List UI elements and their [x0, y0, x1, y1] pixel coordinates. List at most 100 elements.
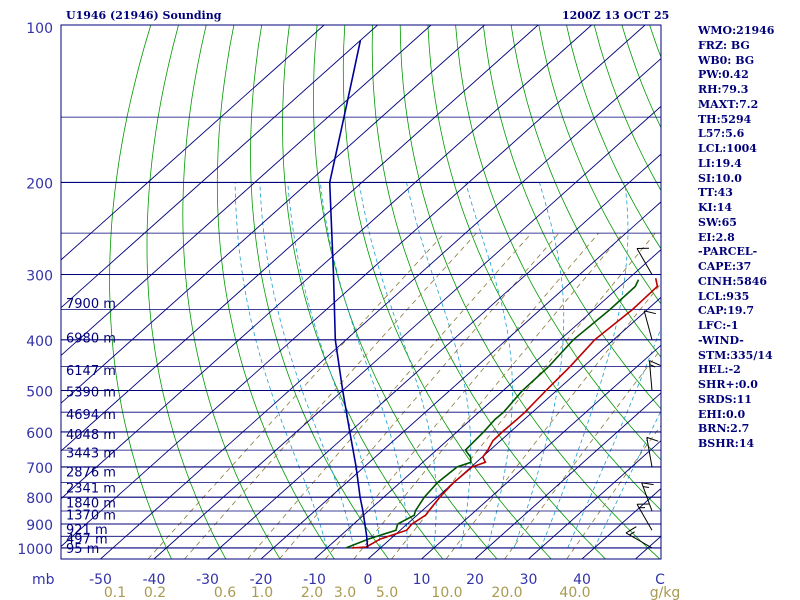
temperature-label: 40	[573, 572, 591, 588]
height-label: 5390 m	[66, 385, 116, 400]
index-item: -PARCEL-	[698, 245, 758, 259]
isotherm	[61, 25, 432, 357]
mixing-ratio-label: 2.0	[301, 585, 323, 600]
index-item: LCL:1004	[698, 142, 757, 155]
dry-adiabat	[510, 25, 661, 358]
wind-barb	[636, 503, 653, 531]
temperature-label: -20	[250, 572, 273, 588]
wind-barb-flag	[644, 310, 657, 315]
mixing-ratio-line	[325, 232, 600, 559]
wind-barb	[646, 436, 659, 467]
wind-barb-staff	[625, 532, 653, 549]
height-label: 497 m	[66, 533, 108, 548]
moist-adiabat	[287, 182, 381, 548]
isotherm	[61, 25, 325, 261]
index-item: SHR+:0.0	[698, 378, 758, 391]
wind-barb-staff	[636, 248, 653, 275]
pressure-label-800: 800	[26, 491, 53, 507]
pressure-label-100: 100	[26, 21, 53, 37]
index-item: LCL:935	[698, 289, 750, 303]
plot-frame	[60, 24, 662, 560]
temperature-label: 0	[364, 572, 373, 588]
dry-adiabat	[566, 25, 661, 250]
wind-barb-flag	[649, 364, 656, 368]
series-dewpoint	[345, 279, 640, 549]
wind-barb	[636, 247, 653, 275]
pressure-unit-label: mb	[32, 572, 55, 588]
wind-barb-flag	[646, 436, 659, 442]
isotherm	[474, 392, 661, 559]
temperature-label: -10	[303, 572, 326, 588]
wind-barb-staff	[643, 310, 653, 340]
height-label: 6147 m	[66, 364, 116, 379]
index-item: CAPE:37	[698, 260, 752, 273]
dry-adiabat	[182, 25, 281, 559]
isotherm	[100, 57, 661, 559]
mixing-ratio-label: 20.0	[491, 585, 522, 600]
temperature-label: C	[655, 572, 665, 588]
stability-indices-list: WMO:21946 FRZ: BG WB0: BG PW:0.42 RH:79.3 MAX…	[698, 24, 774, 452]
pressure-label-200: 200	[26, 176, 53, 192]
series-temperature	[352, 278, 659, 549]
temperature-label: -50	[89, 572, 112, 588]
mixing-ratio-line	[566, 424, 661, 559]
dry-adiabat	[371, 25, 606, 559]
wind-barb-staff	[648, 360, 653, 391]
isotherm	[314, 249, 661, 559]
mixing-ratio-label: g/kg	[650, 585, 681, 600]
grid-lines	[61, 25, 661, 559]
index-item: WMO:21946	[698, 24, 775, 37]
index-item: LFC:-1	[698, 319, 739, 332]
chart-datetime: 1200Z 13 OCT 25	[562, 9, 670, 22]
sounding-series	[328, 40, 659, 549]
isotherm	[61, 25, 539, 452]
height-label: 3443 m	[66, 447, 116, 462]
index-item: KI:14	[698, 201, 733, 214]
isotherm	[61, 25, 485, 404]
index-item: EHI:0.0	[698, 407, 746, 421]
temperature-label: 10	[413, 572, 431, 588]
wind-barb-flag	[625, 526, 637, 534]
mixing-ratio-label: 0.6	[214, 585, 236, 600]
moist-adiabat	[513, 182, 565, 549]
moist-adiabat	[406, 182, 472, 548]
wind-barb	[648, 360, 661, 391]
dry-adiabat	[482, 25, 661, 410]
pressure-label-600: 600	[26, 426, 53, 442]
wind-barb-staff	[636, 503, 653, 531]
mixing-ratio-label: 5.0	[376, 585, 398, 600]
isotherm	[260, 201, 661, 559]
wind-barb-staff	[641, 482, 653, 512]
index-item: BSHR:14	[698, 437, 755, 450]
wind-barb	[643, 310, 657, 340]
mixing-ratio-line	[279, 232, 560, 559]
height-label: 7900 m	[66, 297, 116, 312]
isotherm	[528, 440, 661, 559]
isotherm	[61, 25, 378, 309]
height-label: 921 m	[66, 523, 108, 538]
index-item: FRZ: BG	[698, 38, 750, 52]
temperature-label: 30	[520, 572, 538, 588]
wind-barb-flag	[649, 360, 661, 366]
wind-barb-flag	[629, 531, 635, 536]
height-label: 1370 m	[66, 509, 116, 524]
height-label: 95 m	[66, 542, 99, 557]
temperature-label: -40	[143, 572, 166, 588]
mixing-ratio-label: 10.0	[431, 585, 462, 600]
index-item: STM:335/14	[698, 348, 773, 362]
height-label: 6980 m	[66, 332, 116, 347]
mixing-ratio-line	[247, 232, 532, 559]
index-item: CAP:19.7	[698, 304, 755, 318]
mixing-ratio-line	[353, 232, 624, 559]
index-item: -WIND-	[698, 333, 744, 347]
height-label: 2341 m	[66, 481, 116, 496]
isotherm	[153, 105, 661, 559]
index-item: CINH:5846	[698, 274, 768, 288]
index-item: TH:5294	[698, 112, 752, 126]
pressure-label-1000: 1000	[17, 542, 53, 558]
index-item: RH:79.3	[698, 83, 749, 96]
mixing-ratio-line	[445, 282, 661, 559]
index-item: SI:10.0	[698, 171, 742, 185]
dry-adiabat	[146, 25, 227, 559]
index-item: L57:5.6	[698, 127, 745, 141]
